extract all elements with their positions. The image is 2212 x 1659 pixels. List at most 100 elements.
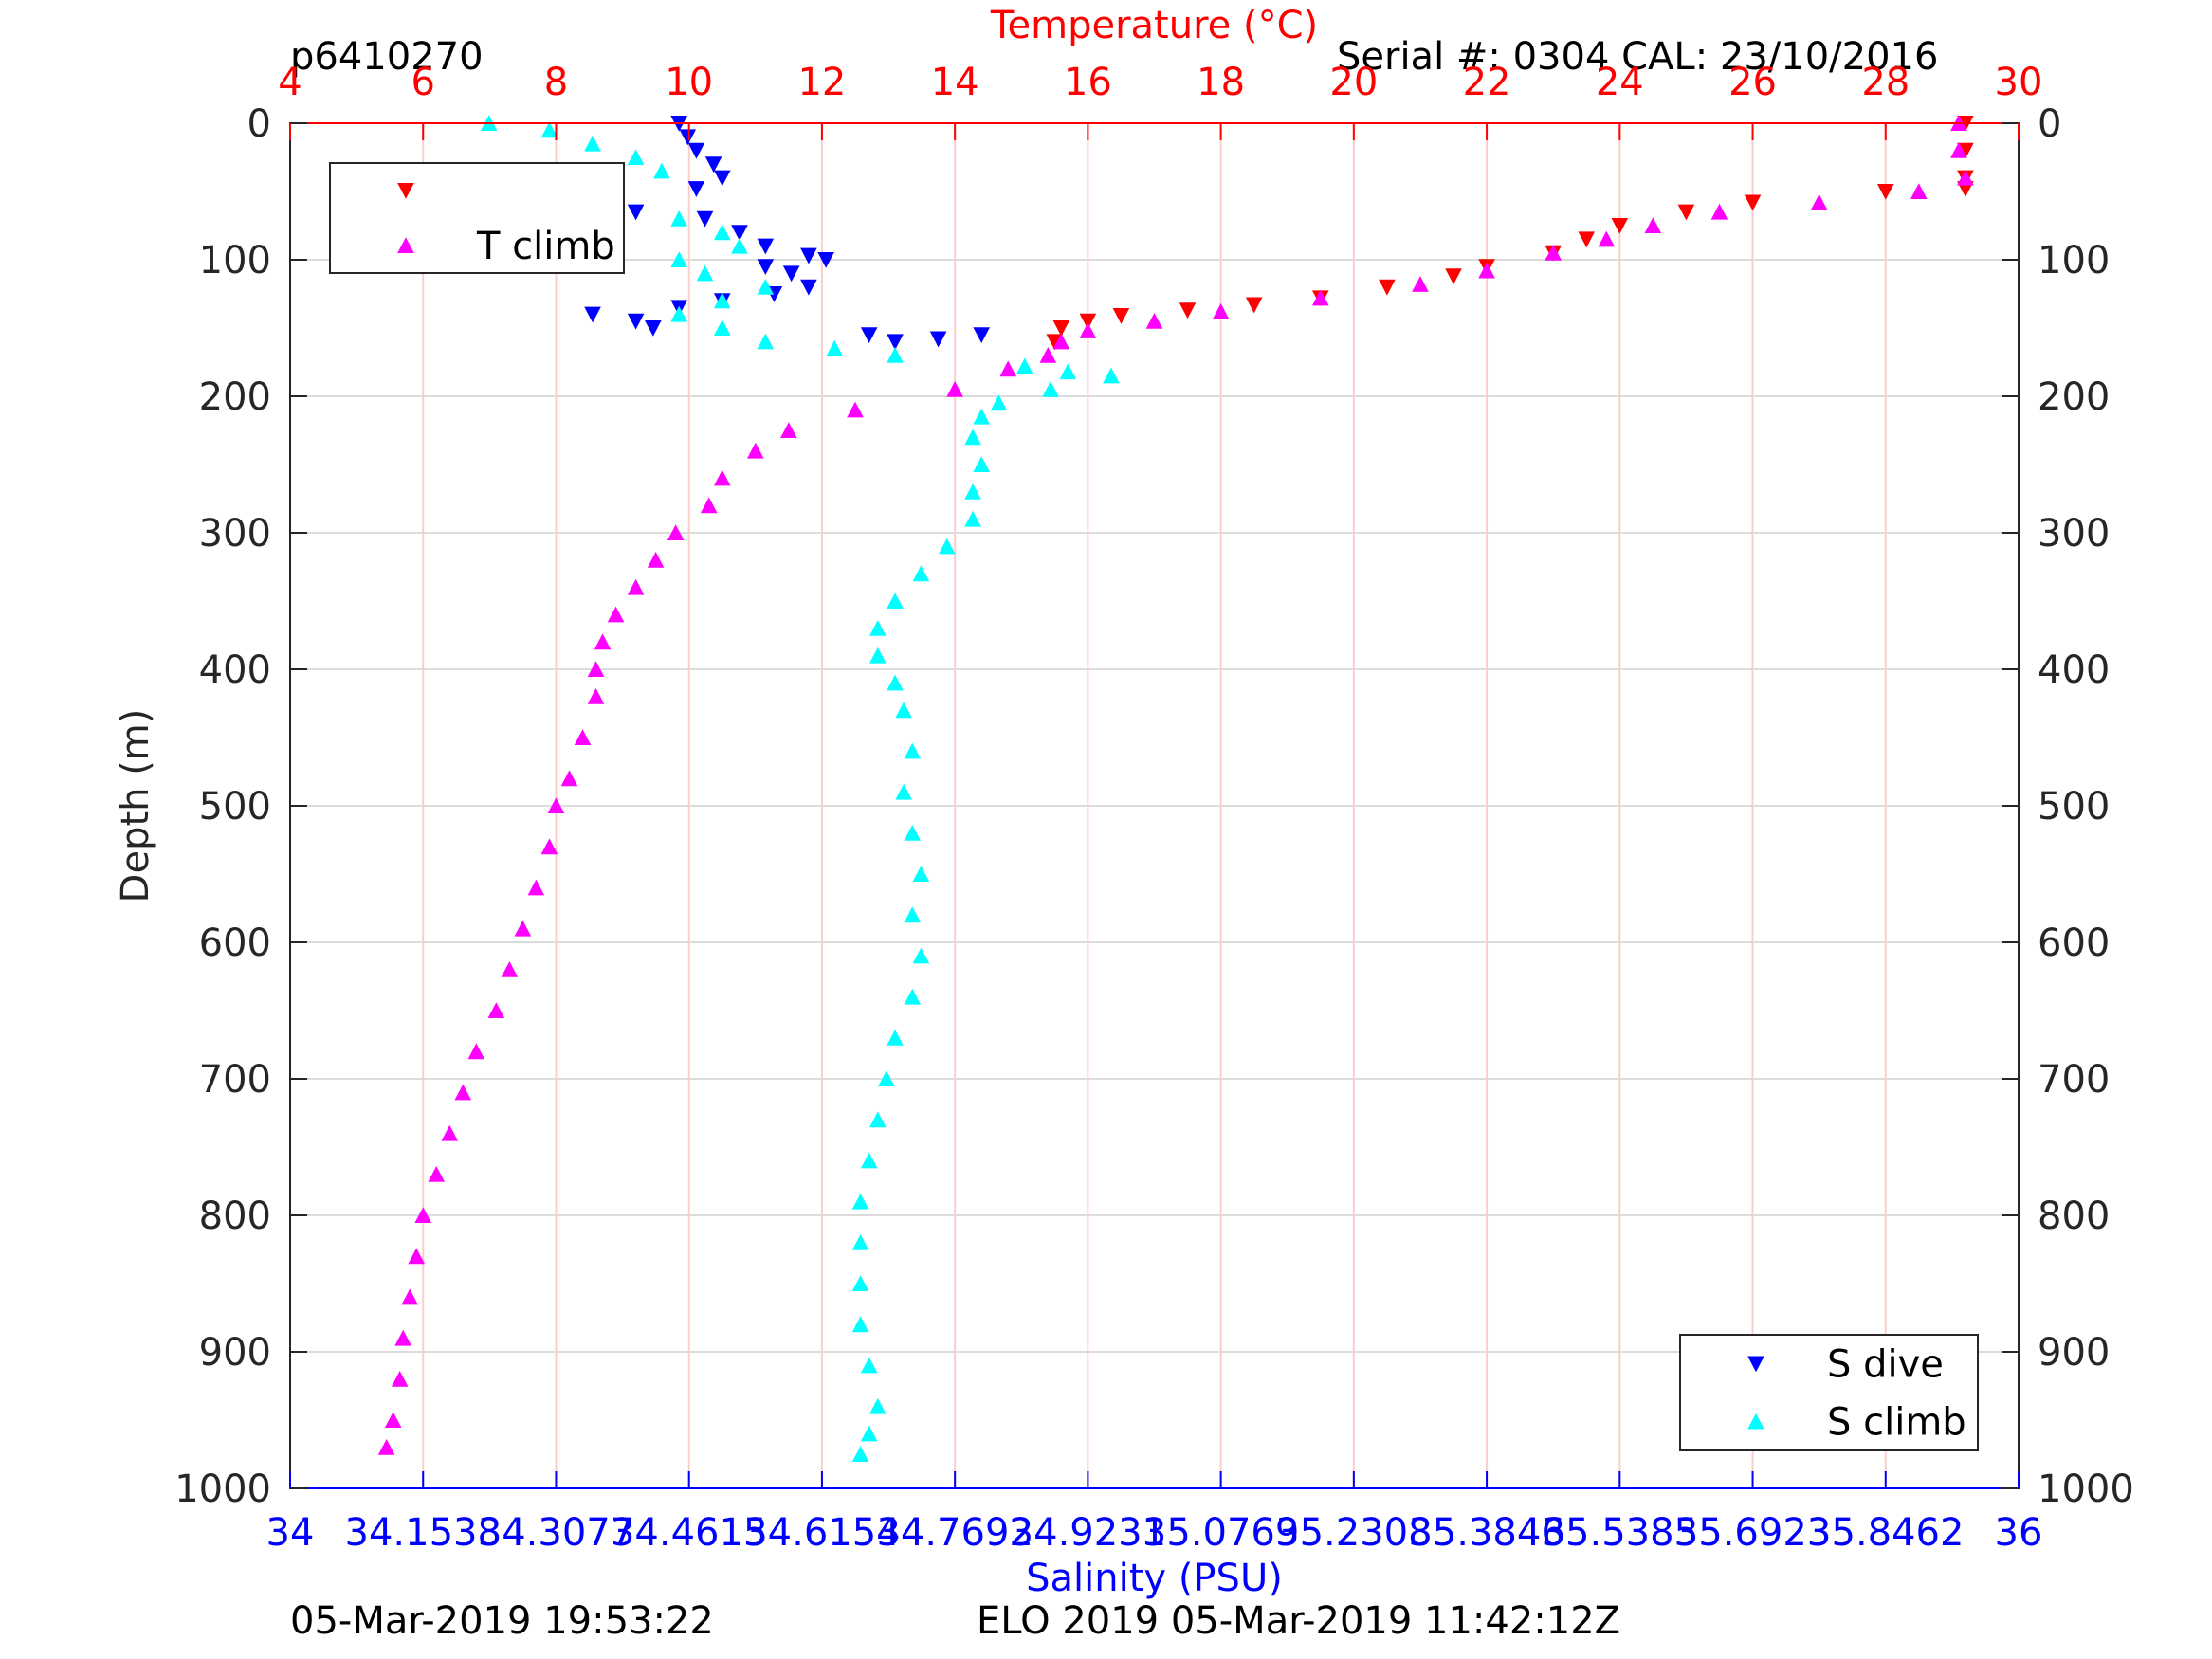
s-climb-point [973, 456, 990, 472]
s-climb-point [851, 1275, 869, 1291]
t-dive-point [1677, 204, 1695, 221]
s-dive-point [704, 156, 722, 173]
t-climb-point [1644, 217, 1662, 233]
t-dive-point [1876, 184, 1894, 200]
s-dive-point [800, 247, 817, 264]
t-dive-point [1179, 302, 1197, 319]
depth-tick-label-left: 500 [199, 785, 271, 829]
temperature-tick-label: 26 [1728, 61, 1777, 104]
depth-tick-label-left: 800 [199, 1194, 271, 1238]
temperature-tick-label: 22 [1463, 61, 1511, 104]
s-climb-point [887, 1030, 904, 1046]
t-climb-point [574, 729, 592, 745]
salinity-tick-label: 35.2308 [1275, 1511, 1432, 1555]
s-climb-point [904, 906, 922, 923]
s-dive-point [679, 129, 697, 146]
depth-tick-label-right: 800 [2038, 1194, 2110, 1238]
depth-tick-label-right: 0 [2038, 102, 2061, 146]
temperature-tick-label: 28 [1861, 61, 1910, 104]
temperature-tick-label: 4 [278, 61, 302, 104]
temperature-tick-label: 18 [1197, 61, 1245, 104]
depth-tick-label-left: 300 [199, 512, 271, 556]
depth-tick-label-right: 400 [2038, 648, 2110, 692]
t-climb-point [1145, 313, 1163, 329]
s-climb-point [895, 702, 912, 719]
depth-tick-label-left: 900 [199, 1331, 271, 1375]
t-climb-point [1810, 193, 1828, 210]
t-climb-point [700, 497, 718, 514]
s-climb-point [1103, 367, 1120, 384]
depth-tick-label-left: 0 [247, 102, 271, 146]
s-climb-point [860, 1357, 878, 1374]
s-climb-point [851, 1316, 869, 1333]
s-climb-point [887, 674, 904, 691]
t-climb-point [454, 1084, 472, 1101]
temperature-tick-label: 10 [665, 61, 713, 104]
t-climb-point [394, 1329, 411, 1346]
s-dive-point [731, 225, 748, 241]
axes: 0 0 100 100 200 200 300 300 400 400 500 500 600 600 70… [114, 4, 2134, 1600]
s-dive-point [860, 327, 878, 343]
s-climb-point [627, 149, 645, 165]
s-dive-point [800, 279, 817, 296]
s-dive-point [584, 306, 601, 323]
t-climb-point [780, 422, 797, 438]
t-climb-point [747, 442, 764, 459]
t-climb-point [501, 961, 519, 977]
s-climb-point [713, 319, 731, 336]
s-dive-point [713, 170, 731, 187]
s-dive-point [687, 181, 705, 197]
t-climb-point [384, 1412, 402, 1428]
s-dive-point [817, 252, 834, 268]
t-climb-point [1311, 289, 1329, 306]
salinity-tick-label: 34.1538 [345, 1511, 502, 1555]
depth-tick-label-left: 100 [199, 239, 271, 283]
legend-bottom-right-marker [1747, 1356, 1764, 1373]
t-climb-point [587, 688, 605, 704]
t-dive-point [1079, 313, 1097, 330]
depth-tick-label-left: 700 [199, 1058, 271, 1102]
depth-tick-label-right: 600 [2038, 921, 2110, 965]
depth-tick-label-left: 200 [199, 375, 271, 419]
t-climb-point [527, 879, 545, 896]
t-climb-point [1950, 142, 1967, 158]
legend-bottom-right-label: S dive [1827, 1343, 1944, 1387]
s-dive-point [645, 320, 662, 337]
footer-mission-label: ELO 2019 05-Mar-2019 11:42:12Z [977, 1599, 1621, 1643]
temperature-axis-title: Temperature (°C) [990, 4, 1318, 47]
salinity-tick-label: 34 [266, 1511, 315, 1555]
t-dive-point [1744, 194, 1762, 211]
s-dive-point [887, 334, 904, 351]
temperature-tick-label: 16 [1064, 61, 1112, 104]
t-climb-point [627, 578, 645, 595]
temperature-tick-label: 30 [1995, 61, 2043, 104]
s-climb-point [1015, 357, 1033, 374]
t-climb-point [391, 1371, 409, 1387]
t-climb-point [1910, 183, 1928, 199]
legend-top-left-marker [397, 237, 414, 253]
temperature-tick-label: 6 [411, 61, 435, 104]
depth-tick-label-left: 400 [199, 648, 271, 692]
s-climb-point [757, 333, 775, 350]
s-climb-point [895, 783, 912, 800]
t-climb-point [1052, 333, 1070, 350]
depth-tick-label-right: 1000 [2038, 1468, 2134, 1511]
s-climb-point [964, 483, 981, 500]
footer-timestamp: 05-Mar-2019 19:53:22 [290, 1599, 714, 1643]
t-climb-point [414, 1207, 432, 1223]
salinity-tick-label: 36 [1995, 1511, 2043, 1555]
s-climb-point [990, 394, 1008, 411]
s-climb-point [904, 742, 922, 759]
s-climb-point [670, 305, 687, 322]
depth-tick-label-right: 500 [2038, 785, 2110, 829]
t-climb-point [1545, 245, 1562, 261]
depth-tick-label-left: 1000 [174, 1468, 271, 1511]
s-dive-point [757, 238, 775, 255]
s-climb-point [869, 647, 887, 664]
s-climb-point [540, 121, 558, 138]
t-climb-point [1478, 262, 1495, 279]
t-climb-point [713, 469, 731, 486]
t-climb-point [401, 1288, 419, 1305]
s-dive-point [929, 331, 947, 348]
